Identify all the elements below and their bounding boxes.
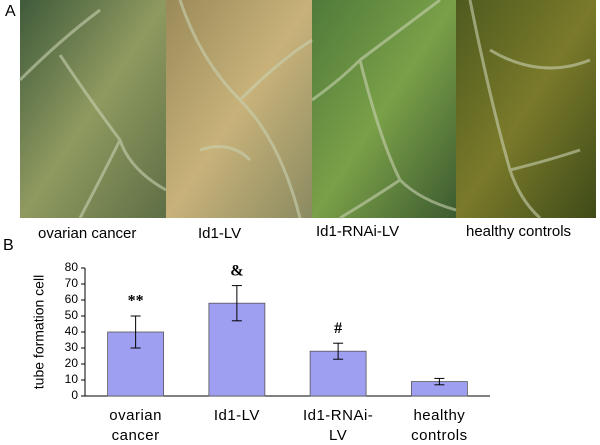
caption: Id1-RNAi-LV bbox=[316, 223, 399, 240]
annotation: ** bbox=[128, 293, 144, 310]
annotation: # bbox=[334, 320, 342, 337]
annotation: & bbox=[230, 262, 243, 279]
panel-label: A bbox=[5, 3, 16, 20]
y-axis-label: tube formation cell bbox=[31, 275, 47, 389]
micrograph bbox=[312, 0, 456, 218]
x-tick-label: Id1-RNAi-LV bbox=[303, 407, 373, 444]
micrographs bbox=[18, 0, 596, 220]
y-tick-label: 30 bbox=[65, 340, 79, 354]
y-tick-label: 50 bbox=[65, 308, 79, 322]
caption: Id1-LV bbox=[198, 225, 241, 242]
micrograph bbox=[20, 0, 166, 218]
y-tick-label: 60 bbox=[65, 292, 79, 306]
x-tick-label: ovarian cancer bbox=[109, 407, 162, 444]
caption: ovarian cancer bbox=[38, 225, 136, 242]
y-tick-label: 20 bbox=[65, 356, 79, 370]
y-tick-label: 0 bbox=[71, 388, 78, 402]
y-tick-label: 80 bbox=[65, 260, 79, 274]
caption: healthy controls bbox=[466, 223, 571, 240]
y-tick-label: 10 bbox=[65, 372, 79, 386]
y-tick-label: 40 bbox=[65, 324, 79, 338]
vessels bbox=[18, 0, 591, 220]
x-tick-label: healthy controls bbox=[411, 407, 468, 444]
y-tick-label: 70 bbox=[65, 276, 79, 290]
micrograph bbox=[456, 0, 596, 218]
x-tick-label: Id1-LV bbox=[214, 407, 260, 424]
panel-label: B bbox=[3, 237, 14, 254]
